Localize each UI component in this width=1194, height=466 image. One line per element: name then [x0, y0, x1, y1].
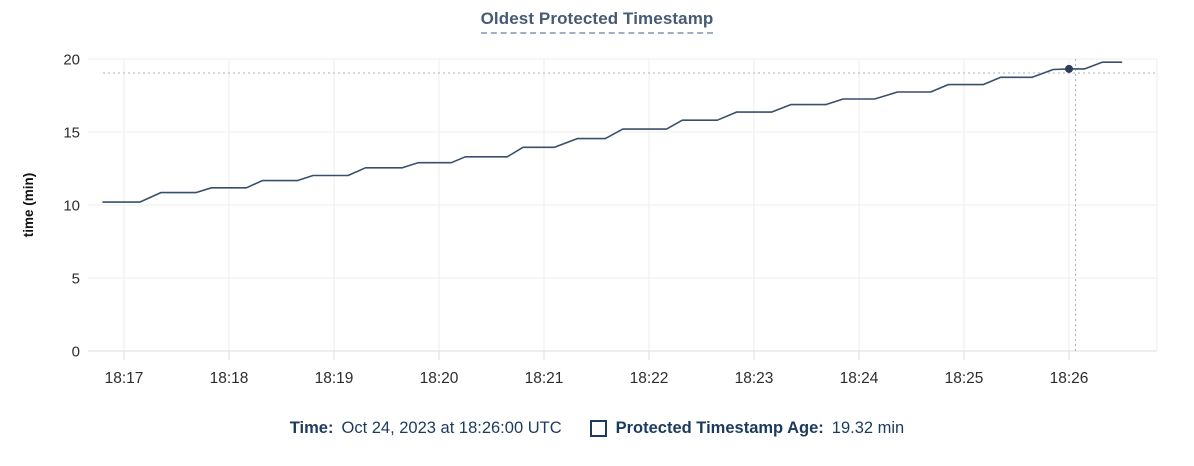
legend-series-label: Protected Timestamp Age:: [615, 419, 824, 437]
y-tick-label: 15: [63, 125, 80, 142]
y-tick-label: 0: [72, 344, 80, 361]
x-tick-label: 18:18: [210, 370, 249, 387]
legend-series-value: 19.32 min: [831, 419, 905, 437]
series-swatch-checkbox-icon[interactable]: [589, 420, 607, 437]
x-tick-label: 18:20: [420, 370, 459, 387]
x-tick-label: 18:25: [945, 370, 984, 387]
x-tick-label: 18:17: [105, 370, 144, 387]
y-tick-label: 5: [72, 271, 80, 288]
x-tick-label: 18:26: [1050, 370, 1089, 387]
legend-item-protected-timestamp-age[interactable]: Protected Timestamp Age: 19.32 min: [589, 419, 905, 438]
x-tick-label: 18:21: [525, 370, 564, 387]
timeseries-chart-plot[interactable]: 0 5 10 15 20 18:17 18:18 18:19 18:20 18:21 18:22 18…: [0, 0, 1194, 402]
legend-time-label: Time:: [289, 419, 334, 437]
y-axis-title: time (min): [21, 173, 36, 238]
chart-title-row: Oldest Protected Timestamp: [0, 9, 1194, 34]
x-tick-label: 18:19: [315, 370, 354, 387]
x-tick-label: 18:23: [735, 370, 774, 387]
hover-point-dot: [1065, 64, 1073, 73]
chart-title[interactable]: Oldest Protected Timestamp: [480, 9, 714, 34]
legend-item-time: Time: Oct 24, 2023 at 18:26:00 UTC: [290, 419, 562, 438]
series-line-protected-timestamp-age: [102, 61, 1123, 203]
y-tick-label: 20: [63, 52, 80, 69]
legend-time-value: Oct 24, 2023 at 18:26:00 UTC: [341, 419, 562, 437]
x-tick-label: 18:22: [630, 370, 669, 387]
chart-legend: Time: Oct 24, 2023 at 18:26:00 UTC Prote…: [0, 419, 1194, 438]
x-tick-label: 18:24: [840, 370, 879, 387]
y-tick-label: 10: [63, 198, 80, 215]
